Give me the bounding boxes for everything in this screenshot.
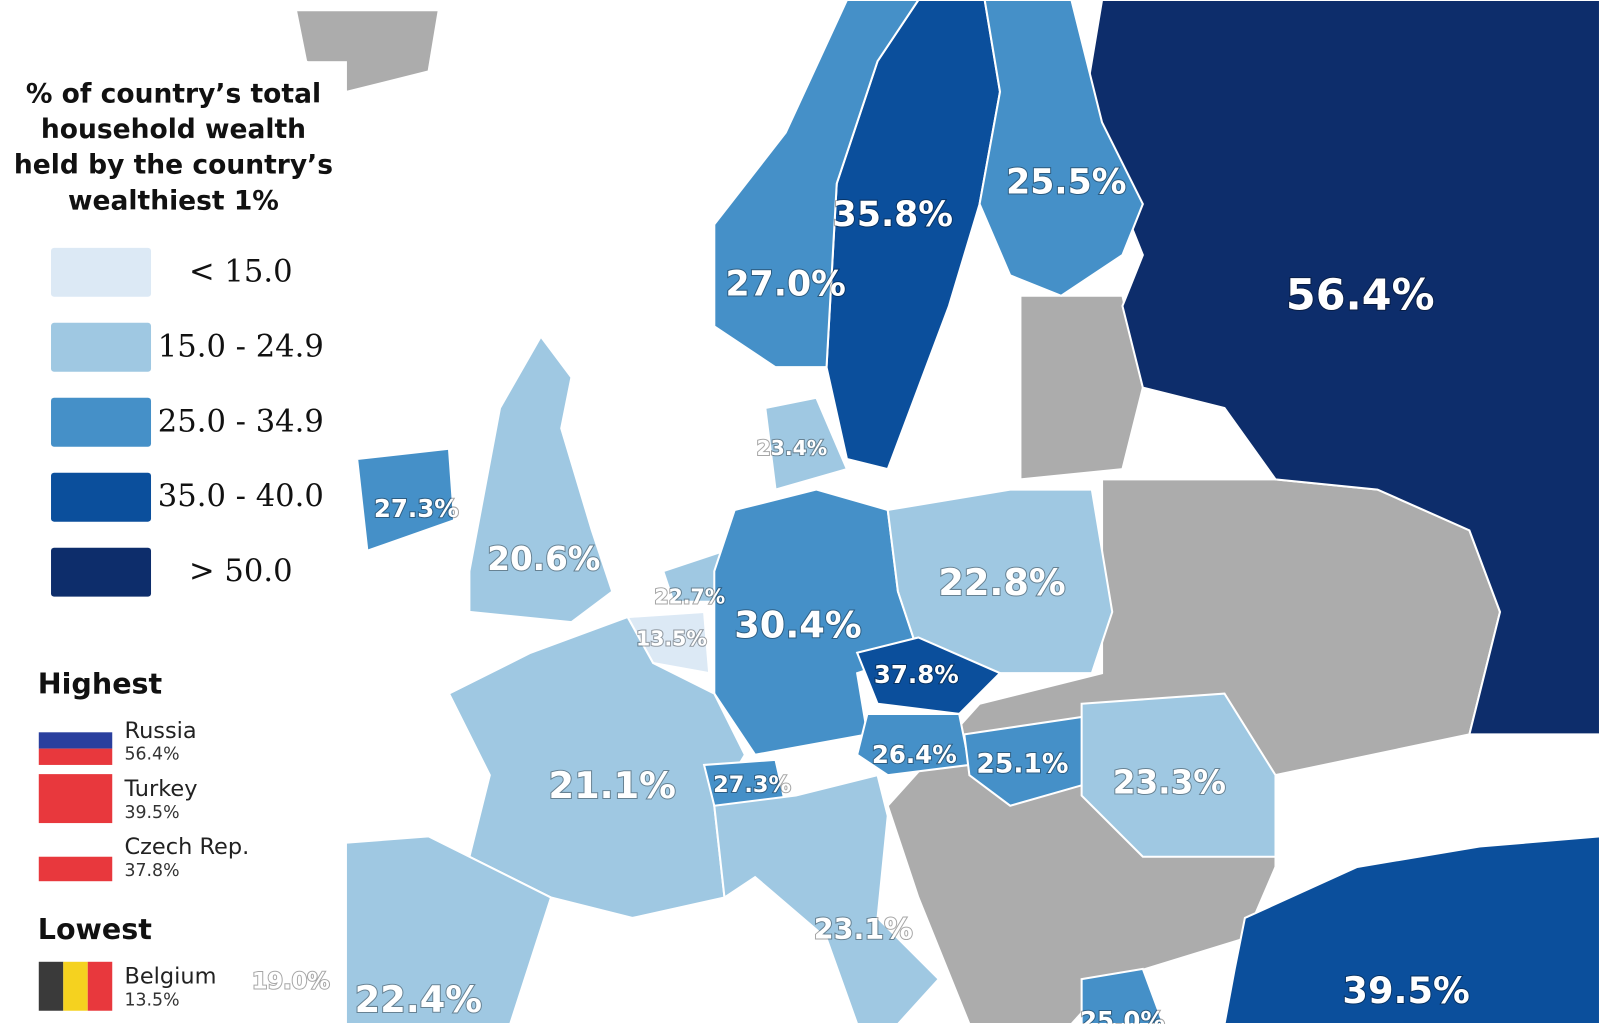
legend-label: > 50.0 <box>189 554 293 589</box>
region-label: 22.7% <box>654 585 725 609</box>
region-label: 25.1% <box>976 748 1068 779</box>
rank-value: 39.5% <box>124 803 179 823</box>
austria <box>855 712 971 777</box>
rank-value: 37.8% <box>124 861 179 881</box>
region-label: 19.0% <box>252 969 330 995</box>
flag <box>38 715 113 765</box>
legend-label: 35.0 - 40.0 <box>158 479 324 514</box>
region-label: 56.4% <box>1286 270 1435 320</box>
region-label: 25.0% <box>1080 1006 1165 1024</box>
flag-part <box>38 715 113 733</box>
region-label: 13.5% <box>636 626 707 650</box>
flag-part <box>38 774 113 824</box>
legend-title: wealthiest 1% <box>68 185 279 216</box>
countries <box>243 0 1600 1024</box>
flag-part <box>63 961 88 1011</box>
poland <box>886 488 1114 675</box>
italy <box>713 773 941 1024</box>
region-label: 35.8% <box>833 195 953 235</box>
legend: % of country’s total household wealth held… <box>14 78 333 597</box>
legend-title: % of country’s total <box>26 78 321 109</box>
flag-part <box>38 748 113 765</box>
region-label: 27.0% <box>726 265 846 305</box>
region-label: 27.3% <box>374 494 459 523</box>
flag <box>38 774 113 824</box>
finland <box>978 0 1144 297</box>
legend-title: held by the country’s <box>14 150 333 181</box>
legend-swatch <box>51 247 152 297</box>
rank-value: 56.4% <box>124 745 179 765</box>
flag-part <box>38 856 113 882</box>
flag-part <box>87 961 113 1011</box>
uk <box>468 334 614 624</box>
norway <box>713 0 920 369</box>
legend-swatch <box>51 472 152 522</box>
region-label: 37.8% <box>874 660 959 689</box>
region-label: 26.4% <box>872 740 957 769</box>
rank-value: 13.5% <box>124 991 179 1011</box>
baltics <box>1019 294 1144 481</box>
region-label: 25.5% <box>1006 163 1126 203</box>
germany <box>713 488 920 756</box>
region-label: 20.6% <box>487 540 600 578</box>
denmark <box>764 396 849 491</box>
rank-heading: Highest <box>38 666 162 700</box>
region-label: 23.3% <box>1113 763 1226 801</box>
flag <box>38 961 113 1011</box>
flag-part <box>38 732 113 749</box>
rank-name: Turkey <box>123 776 197 802</box>
greece <box>1080 967 1165 1024</box>
legend-label: 25.0 - 34.9 <box>158 404 324 439</box>
ireland <box>356 447 456 553</box>
legend-swatch <box>51 322 152 372</box>
region-labels: 56.4% 35.8% 25.5% 27.0% 23.4% 27.3% 20.6% 22.7%… <box>251 162 1471 1024</box>
flag <box>38 832 113 882</box>
romania <box>1080 692 1277 858</box>
rank-name: Czech Rep. <box>124 834 249 860</box>
region-label: 21.1% <box>549 764 676 807</box>
rank-heading: Lowest <box>38 912 152 946</box>
rank-name: Russia <box>124 718 196 744</box>
region-label: 39.5% <box>1342 969 1469 1012</box>
legend-label: < 15.0 <box>189 254 293 289</box>
region-label: 23.1% <box>814 912 913 946</box>
hungary <box>963 712 1104 807</box>
legend-swatch <box>51 397 152 447</box>
region-label: 23.4% <box>756 436 827 460</box>
turkey <box>1223 835 1600 1024</box>
legend-swatch <box>51 547 152 597</box>
region-label: 30.4% <box>734 604 861 647</box>
legend-title: household wealth <box>41 114 306 145</box>
region-label: 27.3% <box>713 772 791 798</box>
flag-part <box>38 832 113 857</box>
legend-label: 15.0 - 24.9 <box>158 329 324 364</box>
region-label: 22.8% <box>938 561 1065 604</box>
region-label: 22.4% <box>355 978 482 1021</box>
rank-name: Belgium <box>124 964 216 990</box>
czech-republic <box>855 636 1002 716</box>
flag-part <box>38 961 64 1011</box>
